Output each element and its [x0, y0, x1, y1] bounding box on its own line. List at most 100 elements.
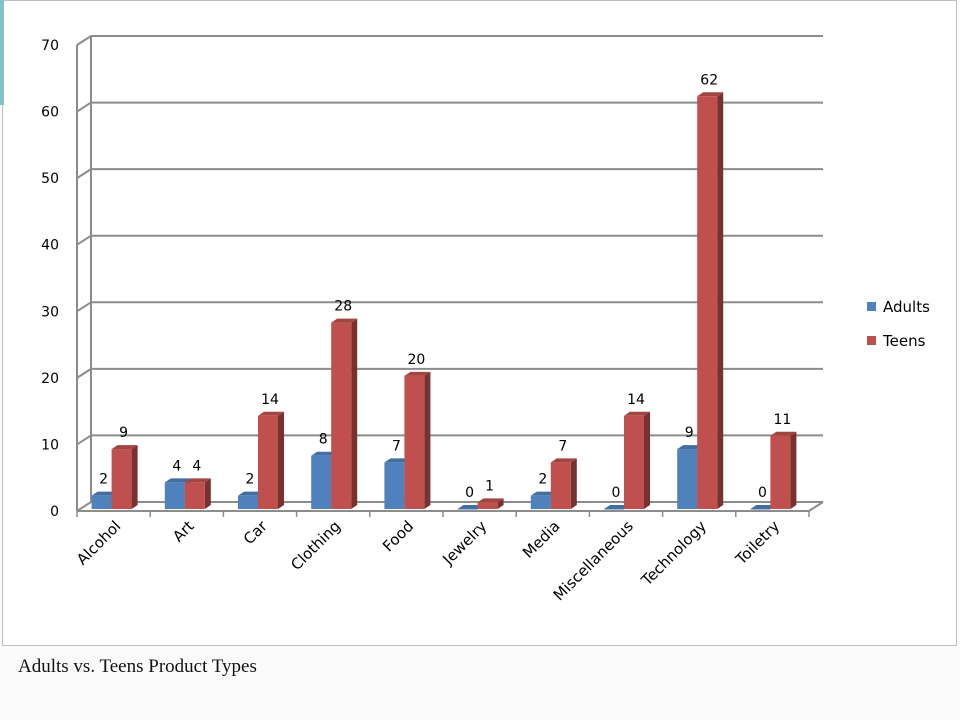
bar-front: [331, 322, 352, 509]
bar-adults-toiletry: [750, 505, 777, 510]
gridline-depth: [76, 434, 92, 446]
x-tick-label: Clothing: [287, 517, 344, 574]
bar-top: [770, 431, 797, 436]
gridline-depth: [76, 368, 92, 379]
data-label: 9: [685, 425, 694, 441]
x-tick-label: Jewelry: [439, 517, 491, 569]
bar-front: [164, 482, 185, 509]
gridline-depth: [76, 301, 92, 313]
bar-teens-toiletry: [770, 431, 797, 509]
data-label: 0: [612, 485, 621, 501]
gridline-depth: [76, 35, 92, 46]
bar-side: [351, 318, 358, 509]
data-label: 1: [485, 478, 494, 494]
bar-teens-art: [184, 478, 211, 509]
bar-teens-jewelry: [477, 498, 504, 509]
bar-top: [258, 411, 284, 416]
bar-top: [404, 371, 431, 376]
data-label: 2: [99, 472, 108, 488]
bar-front: [770, 435, 791, 509]
x-tick-label: Toiletry: [731, 517, 783, 569]
bar-front: [311, 455, 332, 509]
data-label: 14: [627, 392, 645, 408]
bar-side: [204, 478, 211, 509]
bar-top: [384, 458, 411, 463]
bar-teens-technology: [697, 92, 724, 509]
bar-side: [497, 498, 504, 509]
x-tick-label: Alcohol: [73, 517, 124, 568]
bar-side: [570, 458, 577, 509]
chart-caption: Adults vs. Teens Product Types: [18, 656, 257, 677]
y-tick-label: 20: [41, 371, 59, 387]
y-tick-label: 0: [50, 504, 59, 520]
bar-front: [677, 449, 698, 509]
data-label: 7: [558, 438, 567, 454]
bar-top: [238, 491, 264, 496]
x-tick-label: Art: [169, 517, 198, 546]
legend-swatch: [867, 336, 876, 345]
bar-top: [184, 478, 211, 483]
data-label: 2: [246, 472, 255, 488]
bar-top: [111, 445, 138, 450]
bar-front: [91, 495, 112, 509]
bar-top: [677, 445, 704, 450]
data-label: 4: [192, 458, 201, 474]
bar-side: [131, 445, 138, 509]
data-label: 0: [465, 485, 474, 501]
legend-swatch: [867, 302, 876, 311]
bar-front: [604, 509, 624, 510]
bar-front: [111, 449, 132, 509]
y-tick-label: 40: [41, 238, 59, 254]
bar-top: [697, 92, 724, 97]
bar-top: [550, 458, 577, 463]
legend-label: Teens: [882, 332, 926, 350]
bar-side: [424, 371, 431, 509]
bar-front: [238, 495, 258, 509]
chart-frame: 0 10 20 30 40 50 60 70 2 9 4 4 2 14 8 28 7 20 0 1 2 7 0 14 9 62 0 1…: [2, 0, 957, 646]
y-tick-label: 10: [41, 437, 59, 453]
bar-front: [457, 509, 478, 510]
bar-teens-media: [550, 458, 577, 509]
gridline-depth: [76, 101, 92, 113]
bar-top: [311, 451, 338, 456]
bar-front: [384, 462, 405, 509]
y-tick-label: 70: [41, 38, 59, 54]
bar-side: [790, 431, 797, 509]
legend-label: Adults: [883, 298, 930, 316]
bar-adults-miscellaneous: [604, 505, 630, 510]
data-label: 2: [538, 472, 547, 488]
bar-front: [404, 375, 425, 509]
data-label: 11: [773, 412, 791, 428]
y-tick-label: 30: [41, 304, 59, 320]
data-label: 20: [407, 352, 425, 368]
bar-front: [530, 495, 551, 509]
x-tick-label: Food: [379, 517, 417, 555]
bar-top: [604, 505, 630, 509]
accent-strip: [0, 0, 4, 105]
data-label: 7: [392, 438, 401, 454]
bar-front: [697, 96, 718, 509]
bar-front: [624, 415, 644, 509]
data-label: 4: [172, 458, 181, 474]
bar-side: [644, 411, 650, 509]
bar-top: [624, 411, 650, 416]
y-tick-label: 50: [41, 171, 59, 187]
bar-teens-car: [258, 411, 284, 509]
data-label: 62: [700, 72, 718, 88]
bar-side: [717, 92, 724, 509]
bar-adults-jewelry: [457, 505, 484, 510]
bars: [91, 92, 797, 510]
bar-top: [530, 491, 557, 496]
bar-top: [750, 505, 777, 509]
bar-top: [457, 505, 484, 509]
floor-edge: [808, 501, 824, 512]
bar-side: [278, 411, 284, 509]
gridline-depth: [76, 501, 92, 512]
bar-top: [91, 491, 118, 496]
data-label: 8: [319, 432, 328, 448]
x-tick-label: Technology: [637, 517, 710, 590]
data-label: 14: [261, 392, 279, 408]
bar-teens-food: [404, 371, 431, 509]
